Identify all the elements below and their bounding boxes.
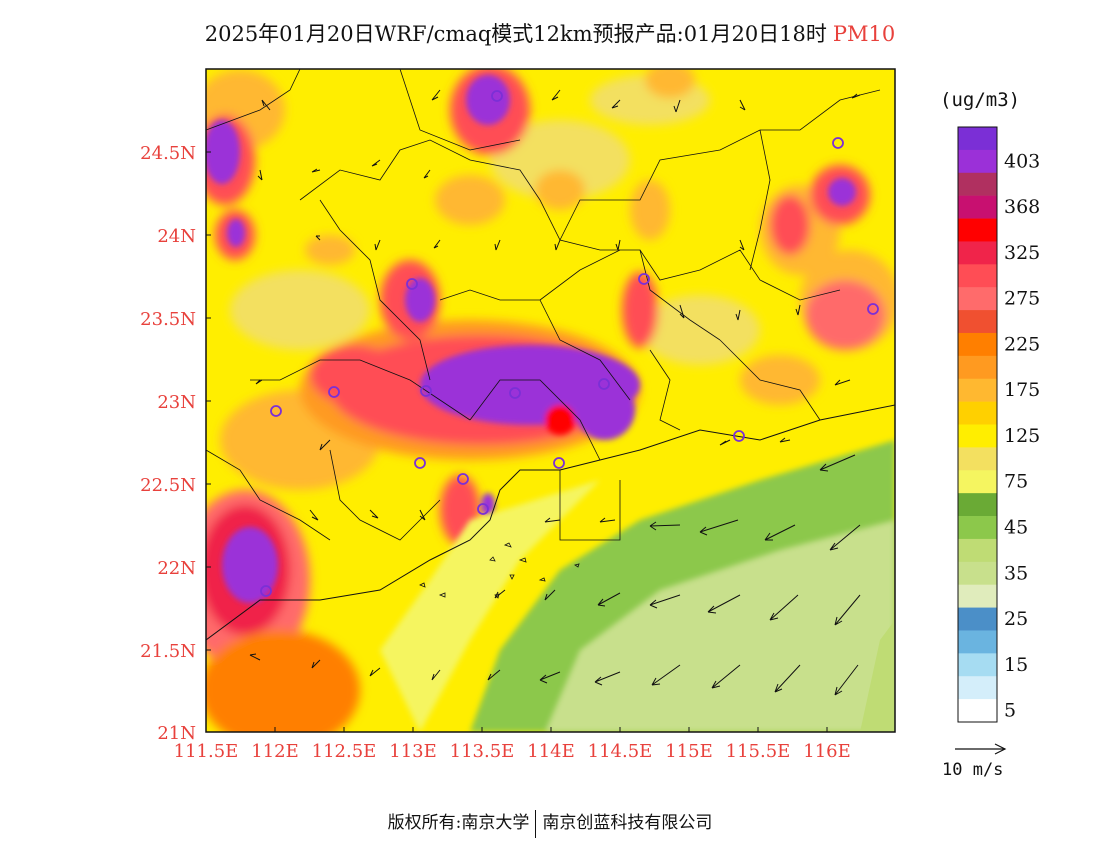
station-marker [328, 386, 340, 398]
lat-label: 21.5N [140, 641, 196, 662]
station-marker [638, 273, 650, 285]
legend-label: 45 [1004, 516, 1028, 538]
legend-label: 275 [1004, 288, 1040, 310]
lon-label: 114E [527, 741, 575, 762]
latitude-axis: 24.5N 24N 23.5N 23N 22.5N 22N 21.5N 21N [140, 143, 196, 744]
title-variable: PM10 [832, 22, 896, 46]
legend-label: 368 [1004, 196, 1040, 218]
station-marker [477, 503, 489, 515]
wind-vectors [249, 89, 861, 696]
legend-swatch [958, 676, 997, 700]
legend-swatch [958, 630, 997, 654]
station-marker [509, 387, 521, 399]
legend-swatch [958, 218, 997, 242]
legend-units: (ug/m3) [940, 89, 1021, 111]
legend-swatch [958, 241, 997, 265]
lon-label: 112E [251, 741, 299, 762]
legend-swatch [958, 195, 997, 219]
legend-swatch [958, 493, 997, 517]
lon-label: 113.5E [450, 741, 515, 762]
lon-label: 112.5E [312, 741, 377, 762]
station-marker [260, 585, 272, 597]
legend-swatch [958, 607, 997, 631]
legend-label: 5 [1004, 700, 1016, 722]
lon-label: 116E [803, 741, 851, 762]
lat-label: 24N [157, 226, 196, 247]
legend-label: 15 [1004, 654, 1028, 676]
lon-label: 111.5E [174, 741, 239, 762]
legend-swatch [958, 127, 997, 151]
map-title: 2025年01月20日WRF/cmaq模式12km预报产品:01月20日18时 P… [0, 18, 1100, 48]
lat-label: 22N [157, 558, 196, 579]
station-marker [832, 137, 844, 149]
legend-swatch [958, 447, 997, 471]
legend-swatch [958, 287, 997, 311]
legend-colorbar: 403 368 325 275 225 175 125 75 45 35 25 15 5 [957, 126, 1040, 723]
legend-swatch [958, 332, 997, 357]
legend-label: 325 [1004, 242, 1040, 264]
lon-label: 115E [665, 741, 713, 762]
legend-swatch [958, 516, 997, 540]
legend-label: 25 [1004, 608, 1028, 630]
station-marker [414, 457, 426, 469]
station-marker [406, 278, 418, 290]
lat-label: 23N [157, 392, 196, 413]
concentration-field [206, 69, 895, 732]
lon-label: 113E [389, 741, 437, 762]
legend-swatch [958, 355, 997, 380]
legend-swatch [958, 699, 997, 723]
legend-swatch [958, 584, 997, 608]
legend-swatch [958, 653, 997, 677]
footer-divider [535, 809, 537, 838]
legend-frame [957, 126, 998, 723]
station-marker [553, 457, 565, 469]
station-marker [733, 430, 745, 442]
legend-swatch [958, 538, 997, 563]
station-marker [867, 303, 879, 315]
copyright-right: 南京创蓝科技有限公司 [542, 813, 713, 833]
legend-label: 175 [1004, 379, 1040, 401]
longitude-axis: 111.5E 112E 112.5E 113E 113.5E 114E 114.… [174, 741, 851, 762]
station-marker [457, 473, 469, 485]
legend-swatch [958, 149, 997, 174]
station-marker [420, 385, 432, 397]
copyright-left: 版权所有:南京大学 [387, 813, 530, 833]
lon-label: 114.5E [588, 741, 653, 762]
legend-label: 225 [1004, 333, 1040, 355]
station-marker [598, 378, 610, 390]
title-main: 2025年01月20日WRF/cmaq模式12km预报产品:01月20日18时 [204, 22, 827, 46]
station-marker [270, 405, 282, 417]
legend-swatch [958, 401, 997, 425]
legend-swatch [958, 310, 997, 334]
legend-swatch [958, 172, 997, 196]
legend-swatch [958, 561, 997, 585]
lat-label: 22.5N [140, 475, 196, 496]
legend-label: 403 [1004, 150, 1040, 172]
lon-label: 115.5E [726, 741, 791, 762]
copyright-footer: 版权所有:南京大学 南京创蓝科技有限公司 [0, 808, 1100, 838]
legend-swatch [958, 424, 997, 448]
lat-label: 21N [157, 723, 196, 744]
legend-swatch [958, 470, 997, 494]
legend-swatch [958, 264, 997, 288]
legend-label: 125 [1004, 425, 1040, 447]
station-markers [260, 90, 879, 597]
lat-label: 24.5N [140, 143, 196, 164]
wind-reference-label: 10 m/s [942, 760, 1004, 780]
legend-label: 35 [1004, 562, 1028, 584]
station-marker [491, 90, 503, 102]
legend-swatch [958, 378, 997, 402]
lat-label: 23.5N [140, 309, 196, 330]
legend-label: 75 [1004, 471, 1028, 493]
wind-reference-arrow [955, 743, 1007, 755]
